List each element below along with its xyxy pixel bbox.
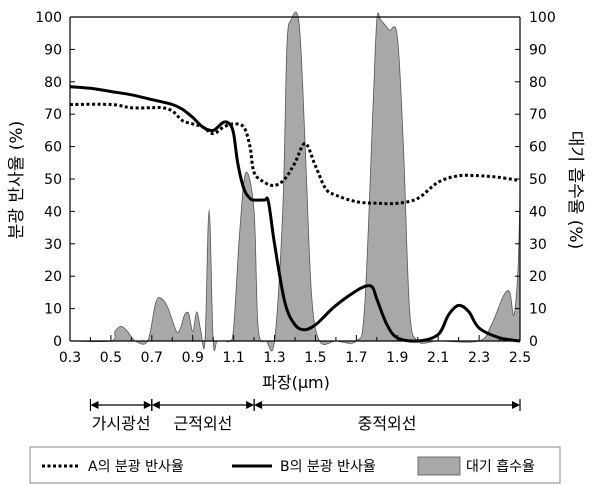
bracket-label: 중적외선 [358,414,417,433]
bracket-arrow [254,401,263,409]
y-axis-label-right: 대기 흡수율 (%) [565,131,585,249]
legend-label-a: A의 분광 반사율 [88,459,184,475]
bracket-arrow [246,401,255,409]
x-tick-label: 0.5 [100,350,122,366]
x-tick-label: 1.1 [223,350,245,366]
x-tick-label: 0.3 [59,350,81,366]
x-axis-label: 파장(μm) [262,373,330,392]
y-tick-label-left: 70 [44,107,62,123]
y-tick-label-right: 80 [529,75,547,91]
legend-label-b: B의 분광 반사율 [280,459,376,475]
y-tick-label-right: 10 [529,302,547,318]
legend-swatch-absorption [417,456,461,476]
x-tick-label: 1.7 [345,350,367,366]
y-tick-label-right: 30 [529,237,547,253]
x-tick-label: 1.3 [263,350,285,366]
bracket-arrow [151,401,160,409]
y-tick-label-left: 100 [35,10,62,26]
y-tick-label-left: 50 [44,172,62,188]
plot-area [69,11,521,352]
y-axis-label-left: 분광 반사율 (%) [7,121,27,239]
x-tick-label: 1.5 [304,350,326,366]
x-tick-label: 2.3 [468,350,490,366]
y-tick-label-right: 50 [529,172,547,188]
y-tick-label-left: 80 [44,75,62,91]
y-tick-label-left: 0 [53,334,62,350]
bracket-arrow [512,401,520,409]
y-tick-label-left: 20 [44,269,62,285]
y-tick-label-right: 70 [529,107,547,123]
y-tick-label-left: 40 [44,204,62,220]
bracket-arrow [90,401,99,409]
legend-label-absorption: 대기 흡수율 [466,459,535,475]
y-tick-label-right: 20 [529,269,547,285]
bracket-arrow [143,401,152,409]
absorption-area [69,11,521,352]
y-tick-label-left: 60 [44,140,62,156]
x-tick-label: 2.5 [509,350,531,366]
legend: A의 분광 반사율 B의 분광 반사율 대기 흡수율 [29,446,561,484]
y-tick-label-right: 100 [529,10,556,26]
y-tick-label-right: 0 [529,334,538,350]
series-b-line [69,85,521,343]
bracket-label: 근적외선 [174,414,233,433]
y-tick-label-right: 60 [529,140,547,156]
y-tick-label-left: 90 [44,42,62,58]
x-tick-label: 0.9 [182,350,204,366]
axes: 0 0 10 10 20 20 30 30 40 40 50 50 60 60 70 70 80 80 90 90 10… [35,10,555,366]
y-tick-label-right: 40 [529,204,547,220]
x-tick-label: 1.9 [386,350,408,366]
x-tick-label: 0.7 [141,350,163,366]
wavelength-region-brackets: 가시광선 근적외선 중적외선 [89,399,521,433]
y-tick-label-left: 10 [44,302,62,318]
bracket-label: 가시광선 [92,414,151,433]
y-tick-label-left: 30 [44,237,62,253]
y-tick-label-right: 90 [529,42,547,58]
legend-box [29,446,561,484]
x-tick-label: 2.1 [427,350,449,366]
